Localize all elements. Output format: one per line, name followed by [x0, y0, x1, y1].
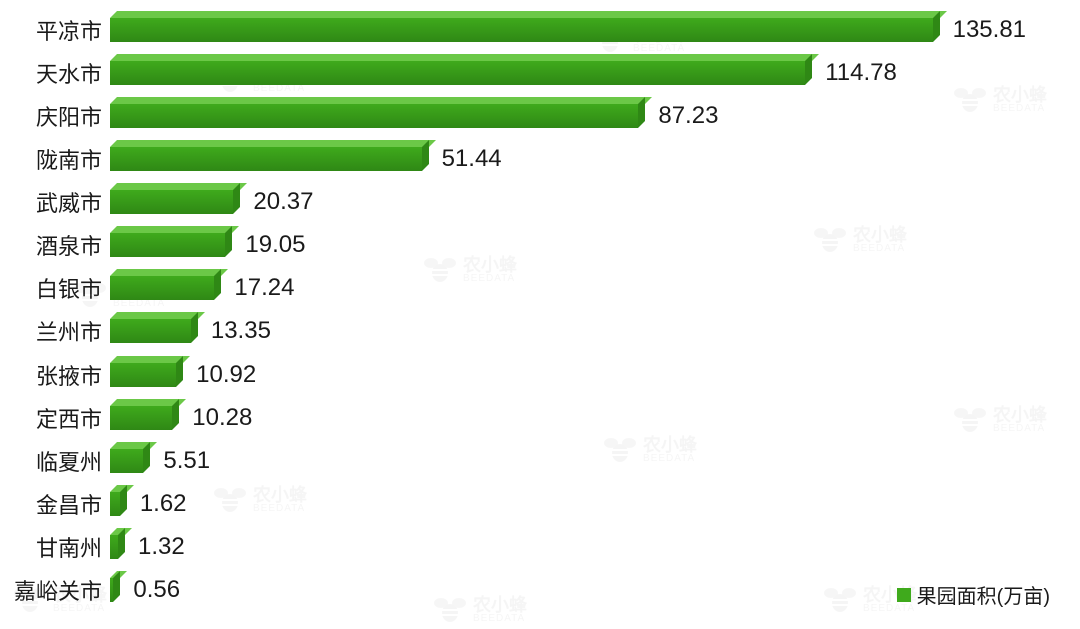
chart-rows: 平凉市 135.81 天水市 114.78 庆阳市 87.23 陇南市 51.44 武威市 20.… — [0, 10, 1060, 610]
category-label: 武威市 — [0, 186, 110, 218]
bar — [110, 363, 176, 387]
bar-wrap: 114.78 — [110, 53, 1060, 93]
value-label: 1.62 — [140, 490, 187, 518]
legend-label: 果园面积(万亩) — [917, 580, 1050, 609]
chart-row: 白银市 17.24 — [0, 268, 1060, 308]
bar — [110, 492, 120, 516]
category-label: 金昌市 — [0, 488, 110, 520]
value-label: 20.37 — [253, 188, 313, 216]
legend: 果园面积(万亩) — [897, 580, 1050, 609]
chart-row: 张掖市 10.92 — [0, 355, 1060, 395]
chart-row: 甘南州 1.32 — [0, 527, 1060, 567]
bar — [110, 61, 805, 85]
bar-wrap: 135.81 — [110, 10, 1060, 50]
chart-row: 天水市 114.78 — [0, 53, 1060, 93]
value-label: 51.44 — [442, 145, 502, 173]
bar-wrap: 87.23 — [110, 96, 1060, 136]
bar-wrap: 17.24 — [110, 268, 1060, 308]
value-label: 135.81 — [953, 16, 1026, 44]
orchard-area-bar-chart: 农小蜂BEEDATA农小蜂BEEDATA农小蜂BEEDATA农小蜂BEEDATA… — [0, 0, 1080, 629]
value-label: 19.05 — [245, 231, 305, 259]
bar-wrap: 5.51 — [110, 441, 1060, 481]
category-label: 临夏州 — [0, 445, 110, 477]
bar — [110, 18, 933, 42]
bar — [110, 319, 191, 343]
category-label: 嘉峪关市 — [0, 574, 110, 606]
bar — [110, 449, 143, 473]
category-label: 白银市 — [0, 272, 110, 304]
bar — [110, 104, 638, 128]
bar-wrap: 20.37 — [110, 182, 1060, 222]
bar-wrap: 19.05 — [110, 225, 1060, 265]
value-label: 0.56 — [133, 576, 180, 604]
category-label: 定西市 — [0, 402, 110, 434]
bar — [110, 578, 113, 602]
bar-wrap: 1.62 — [110, 484, 1060, 524]
category-label: 甘南州 — [0, 531, 110, 563]
chart-row: 金昌市 1.62 — [0, 484, 1060, 524]
bar — [110, 147, 422, 171]
bar — [110, 406, 172, 430]
value-label: 5.51 — [163, 447, 210, 475]
bar-wrap: 10.28 — [110, 398, 1060, 438]
chart-row: 陇南市 51.44 — [0, 139, 1060, 179]
bar-wrap: 51.44 — [110, 139, 1060, 179]
bar — [110, 276, 214, 300]
value-label: 87.23 — [658, 102, 718, 130]
chart-row: 临夏州 5.51 — [0, 441, 1060, 481]
bar-wrap: 10.92 — [110, 355, 1060, 395]
chart-row: 武威市 20.37 — [0, 182, 1060, 222]
bar — [110, 535, 118, 559]
chart-row: 庆阳市 87.23 — [0, 96, 1060, 136]
chart-row: 平凉市 135.81 — [0, 10, 1060, 50]
bar — [110, 190, 233, 214]
value-label: 1.32 — [138, 533, 185, 561]
chart-row: 兰州市 13.35 — [0, 311, 1060, 351]
category-label: 酒泉市 — [0, 229, 110, 261]
value-label: 10.92 — [196, 361, 256, 389]
category-label: 陇南市 — [0, 143, 110, 175]
value-label: 13.35 — [211, 317, 271, 345]
chart-row: 酒泉市 19.05 — [0, 225, 1060, 265]
category-label: 平凉市 — [0, 14, 110, 46]
bar — [110, 233, 225, 257]
bar-wrap: 13.35 — [110, 311, 1060, 351]
category-label: 天水市 — [0, 57, 110, 89]
value-label: 17.24 — [234, 274, 294, 302]
value-label: 10.28 — [192, 404, 252, 432]
bar-wrap: 1.32 — [110, 527, 1060, 567]
value-label: 114.78 — [825, 59, 897, 87]
legend-swatch — [897, 588, 911, 602]
category-label: 张掖市 — [0, 359, 110, 391]
category-label: 兰州市 — [0, 315, 110, 347]
chart-row: 定西市 10.28 — [0, 398, 1060, 438]
category-label: 庆阳市 — [0, 100, 110, 132]
